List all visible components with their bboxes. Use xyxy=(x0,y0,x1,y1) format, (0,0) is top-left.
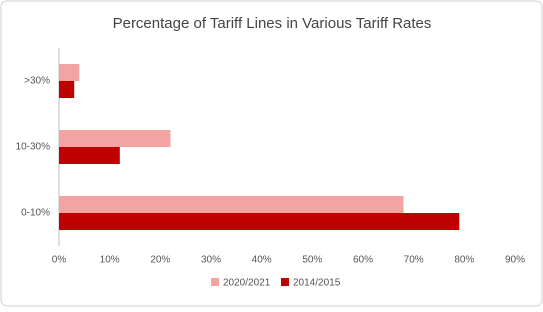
legend-swatch xyxy=(281,278,289,286)
bar xyxy=(59,196,404,213)
legend-swatch xyxy=(211,278,219,286)
y-tick-label: >30% xyxy=(24,76,50,87)
x-tick-label: 90% xyxy=(505,255,525,266)
x-tick-label: 50% xyxy=(302,255,322,266)
chart-title: Percentage of Tariff Lines in Various Ta… xyxy=(113,15,432,32)
bar xyxy=(59,130,171,147)
x-tick-label: 60% xyxy=(353,255,373,266)
legend-label: 2014/2015 xyxy=(293,278,341,289)
bar xyxy=(59,64,80,81)
x-tick-label: 40% xyxy=(252,255,272,266)
x-tick-label: 20% xyxy=(150,255,170,266)
x-tick-label: 10% xyxy=(100,255,120,266)
x-tick-label: 30% xyxy=(201,255,221,266)
x-tick-label: 0% xyxy=(52,255,67,266)
legend-label: 2020/2021 xyxy=(223,278,271,289)
x-tick-label: 70% xyxy=(404,255,424,266)
y-tick-label: 0-10% xyxy=(21,208,50,219)
y-tick-label: 10-30% xyxy=(16,142,51,153)
bar xyxy=(59,213,460,230)
bar xyxy=(59,147,120,164)
bar xyxy=(59,81,75,98)
x-tick-label: 80% xyxy=(454,255,474,266)
